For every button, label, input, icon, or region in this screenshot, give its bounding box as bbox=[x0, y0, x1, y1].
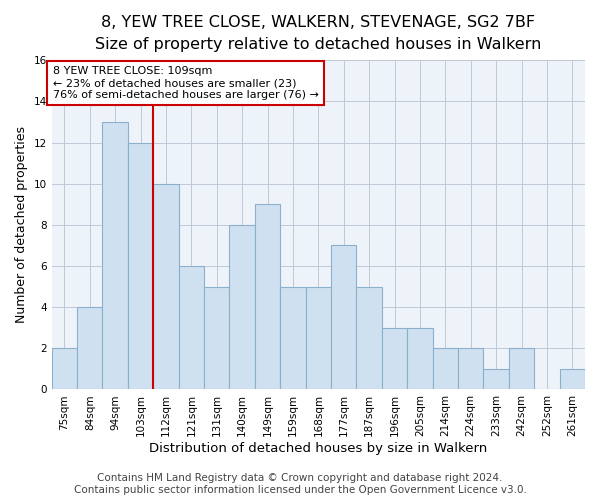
Bar bbox=[382, 328, 407, 390]
Bar bbox=[458, 348, 484, 390]
Bar bbox=[204, 286, 229, 390]
Bar bbox=[52, 348, 77, 390]
Bar bbox=[179, 266, 204, 390]
Bar bbox=[560, 369, 585, 390]
Bar bbox=[509, 348, 534, 390]
Bar bbox=[103, 122, 128, 390]
Bar bbox=[305, 286, 331, 390]
Bar bbox=[433, 348, 458, 390]
Y-axis label: Number of detached properties: Number of detached properties bbox=[15, 126, 28, 324]
Bar bbox=[153, 184, 179, 390]
Text: Contains HM Land Registry data © Crown copyright and database right 2024.
Contai: Contains HM Land Registry data © Crown c… bbox=[74, 474, 526, 495]
X-axis label: Distribution of detached houses by size in Walkern: Distribution of detached houses by size … bbox=[149, 442, 487, 455]
Title: 8, YEW TREE CLOSE, WALKERN, STEVENAGE, SG2 7BF
Size of property relative to deta: 8, YEW TREE CLOSE, WALKERN, STEVENAGE, S… bbox=[95, 15, 542, 52]
Bar bbox=[229, 225, 255, 390]
Text: 8 YEW TREE CLOSE: 109sqm
← 23% of detached houses are smaller (23)
76% of semi-d: 8 YEW TREE CLOSE: 109sqm ← 23% of detach… bbox=[53, 66, 319, 100]
Bar bbox=[255, 204, 280, 390]
Bar bbox=[331, 246, 356, 390]
Bar bbox=[484, 369, 509, 390]
Bar bbox=[128, 142, 153, 390]
Bar bbox=[77, 307, 103, 390]
Bar bbox=[280, 286, 305, 390]
Bar bbox=[407, 328, 433, 390]
Bar bbox=[356, 286, 382, 390]
